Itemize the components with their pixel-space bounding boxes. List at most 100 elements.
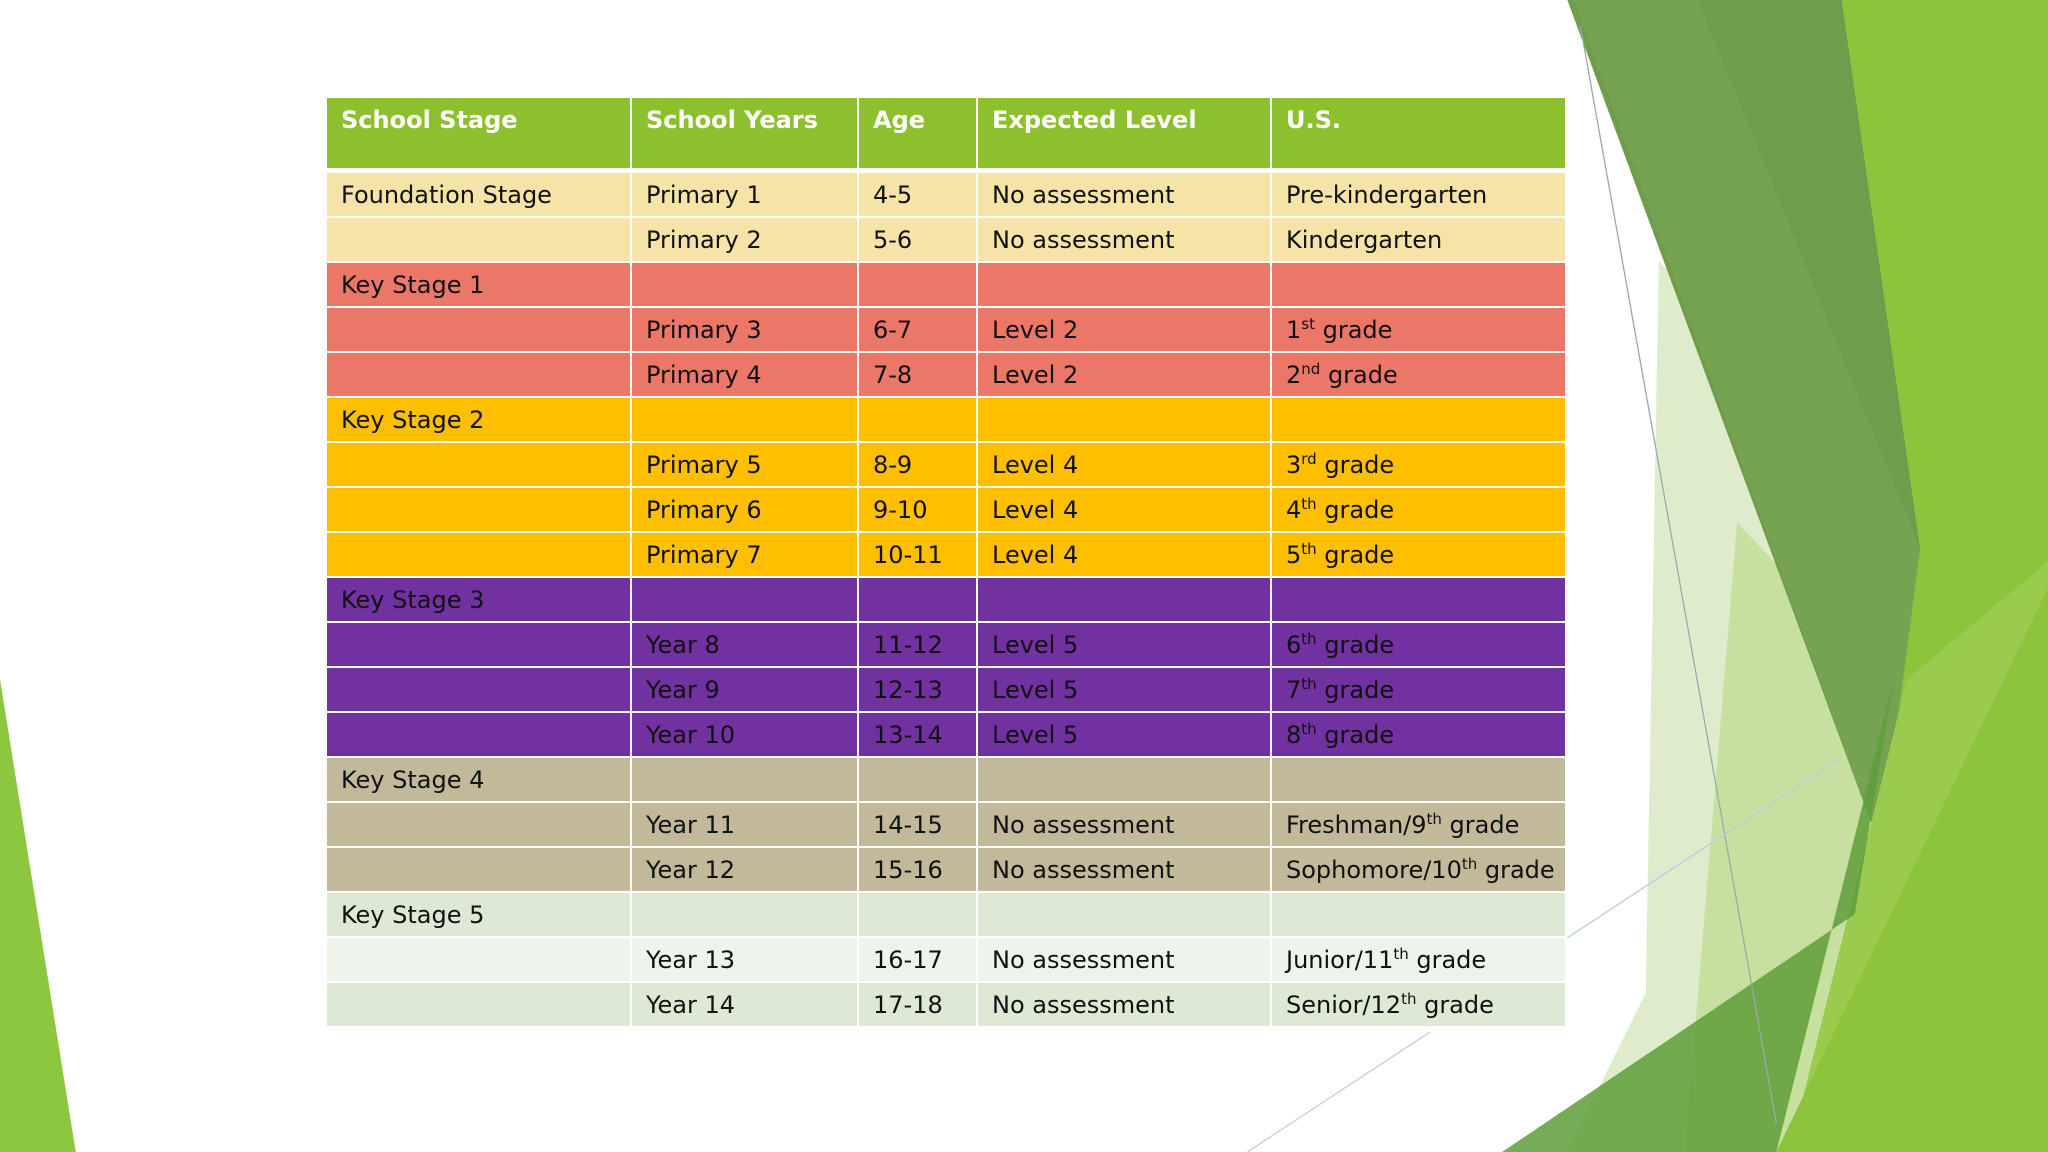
table-cell xyxy=(327,938,632,981)
table-row: Key Stage 2 xyxy=(327,398,1565,443)
table-cell: Year 8 xyxy=(632,623,859,666)
table-cell: Primary 3 xyxy=(632,308,859,351)
table-cell: 6-7 xyxy=(859,308,978,351)
table-cell: Primary 5 xyxy=(632,443,859,486)
cell-text: grade xyxy=(1477,856,1555,884)
table-cell xyxy=(632,893,859,936)
table-row: Year 14 17-18 No assessment Senior/12th gra… xyxy=(327,983,1565,1028)
table-cell xyxy=(327,713,632,756)
cell-text: grade xyxy=(1441,811,1520,839)
table-cell: Freshman/9th grade xyxy=(1272,803,1565,846)
header-cell: Age xyxy=(859,98,978,168)
table-cell: 1st grade xyxy=(1272,308,1565,351)
table-cell: Level 5 xyxy=(978,623,1272,666)
table-cell xyxy=(632,578,859,621)
table-cell: No assessment xyxy=(978,803,1272,846)
table-row: Year 9 12-13 Level 5 7th grade xyxy=(327,668,1565,713)
cell-text: Freshman/9 xyxy=(1286,811,1427,839)
table-cell: Junior/11th grade xyxy=(1272,938,1565,981)
table-cell: 6th grade xyxy=(1272,623,1565,666)
table-cell: Senior/12th grade xyxy=(1272,983,1565,1026)
cell-text: Senior/12 xyxy=(1286,991,1402,1019)
table-cell: 5th grade xyxy=(1272,533,1565,576)
table-cell xyxy=(1272,893,1565,936)
cell-text: grade xyxy=(1316,496,1395,524)
table-row: Foundation Stage Primary 1 4-5 No assessmen… xyxy=(327,173,1565,218)
table-cell: Year 11 xyxy=(632,803,859,846)
table-cell: Primary 4 xyxy=(632,353,859,396)
table-cell xyxy=(632,263,859,306)
superscript: th xyxy=(1301,675,1317,693)
cell-text: 7 xyxy=(1286,676,1302,704)
table-cell: Level 2 xyxy=(978,353,1272,396)
table-cell xyxy=(327,218,632,261)
superscript: th xyxy=(1301,720,1317,738)
superscript: th xyxy=(1393,945,1409,963)
cell-text: Sophomore/10 xyxy=(1286,856,1462,884)
table-cell xyxy=(327,308,632,351)
header-row: School Stage School Years Age Expected Leve… xyxy=(327,98,1565,173)
table-cell: 12-13 xyxy=(859,668,978,711)
superscript: st xyxy=(1301,315,1315,333)
table-cell: 13-14 xyxy=(859,713,978,756)
table-cell: No assessment xyxy=(978,983,1272,1026)
cell-text: 4 xyxy=(1286,496,1302,524)
table-cell: 7th grade xyxy=(1272,668,1565,711)
cell-text: 5 xyxy=(1286,541,1302,569)
table-cell xyxy=(327,533,632,576)
table-body: Foundation Stage Primary 1 4-5 No assessmen… xyxy=(327,173,1565,1028)
table-cell: No assessment xyxy=(978,848,1272,891)
table-cell xyxy=(859,263,978,306)
superscript: th xyxy=(1461,855,1478,873)
header-cell: U.S. xyxy=(1286,106,1342,134)
table-row: Key Stage 1 xyxy=(327,263,1565,308)
table-row: Primary 6 9-10 Level 4 4th grade xyxy=(327,488,1565,533)
table-cell xyxy=(327,983,632,1026)
table-cell xyxy=(978,398,1272,441)
table-cell: Kindergarten xyxy=(1286,226,1443,254)
table-cell xyxy=(327,803,632,846)
cell-text: 8 xyxy=(1286,721,1302,749)
table-cell xyxy=(327,623,632,666)
superscript: th xyxy=(1301,540,1317,558)
table-cell xyxy=(1272,398,1565,441)
table-cell: Level 5 xyxy=(978,713,1272,756)
cell-text: 1 xyxy=(1286,316,1302,344)
table-cell xyxy=(1272,578,1565,621)
table-cell: Year 14 xyxy=(632,983,859,1026)
table-cell: 17-18 xyxy=(859,983,978,1026)
table-row: Key Stage 3 xyxy=(327,578,1565,623)
table-row: Year 12 15-16 No assessment Sophomore/10th … xyxy=(327,848,1565,893)
table-cell xyxy=(327,353,632,396)
table-cell xyxy=(1272,758,1565,801)
table-cell: Sophomore/10th grade xyxy=(1272,848,1565,891)
table-cell: 15-16 xyxy=(859,848,978,891)
table-cell: Year 9 xyxy=(632,668,859,711)
cell-text: grade xyxy=(1316,721,1395,749)
table-cell xyxy=(978,893,1272,936)
table-cell xyxy=(1272,263,1565,306)
table-cell xyxy=(859,893,978,936)
table-cell xyxy=(327,488,632,531)
table-row: Year 8 11-12 Level 5 6th grade xyxy=(327,623,1565,668)
table-cell: No assessment xyxy=(978,218,1272,261)
table-cell: Level 2 xyxy=(978,308,1272,351)
table-cell: Key Stage 5 xyxy=(327,893,632,936)
table-cell: Level 4 xyxy=(978,533,1272,576)
cell-text: grade xyxy=(1316,631,1395,659)
table-cell xyxy=(327,443,632,486)
table-cell xyxy=(632,758,859,801)
table-cell: Primary 1 xyxy=(632,173,859,216)
table-row: Primary 3 6-7 Level 2 1st grade xyxy=(327,308,1565,353)
superscript: nd xyxy=(1301,360,1321,378)
cell-text: Junior/11 xyxy=(1286,946,1394,974)
table-cell: 10-11 xyxy=(859,533,978,576)
table-cell xyxy=(978,578,1272,621)
table-cell: 3rd grade xyxy=(1272,443,1565,486)
table-cell: Key Stage 2 xyxy=(327,398,632,441)
table-cell xyxy=(327,848,632,891)
superscript: th xyxy=(1301,630,1317,648)
table-cell: 8th grade xyxy=(1272,713,1565,756)
table-row: Primary 4 7-8 Level 2 2nd grade xyxy=(327,353,1565,398)
